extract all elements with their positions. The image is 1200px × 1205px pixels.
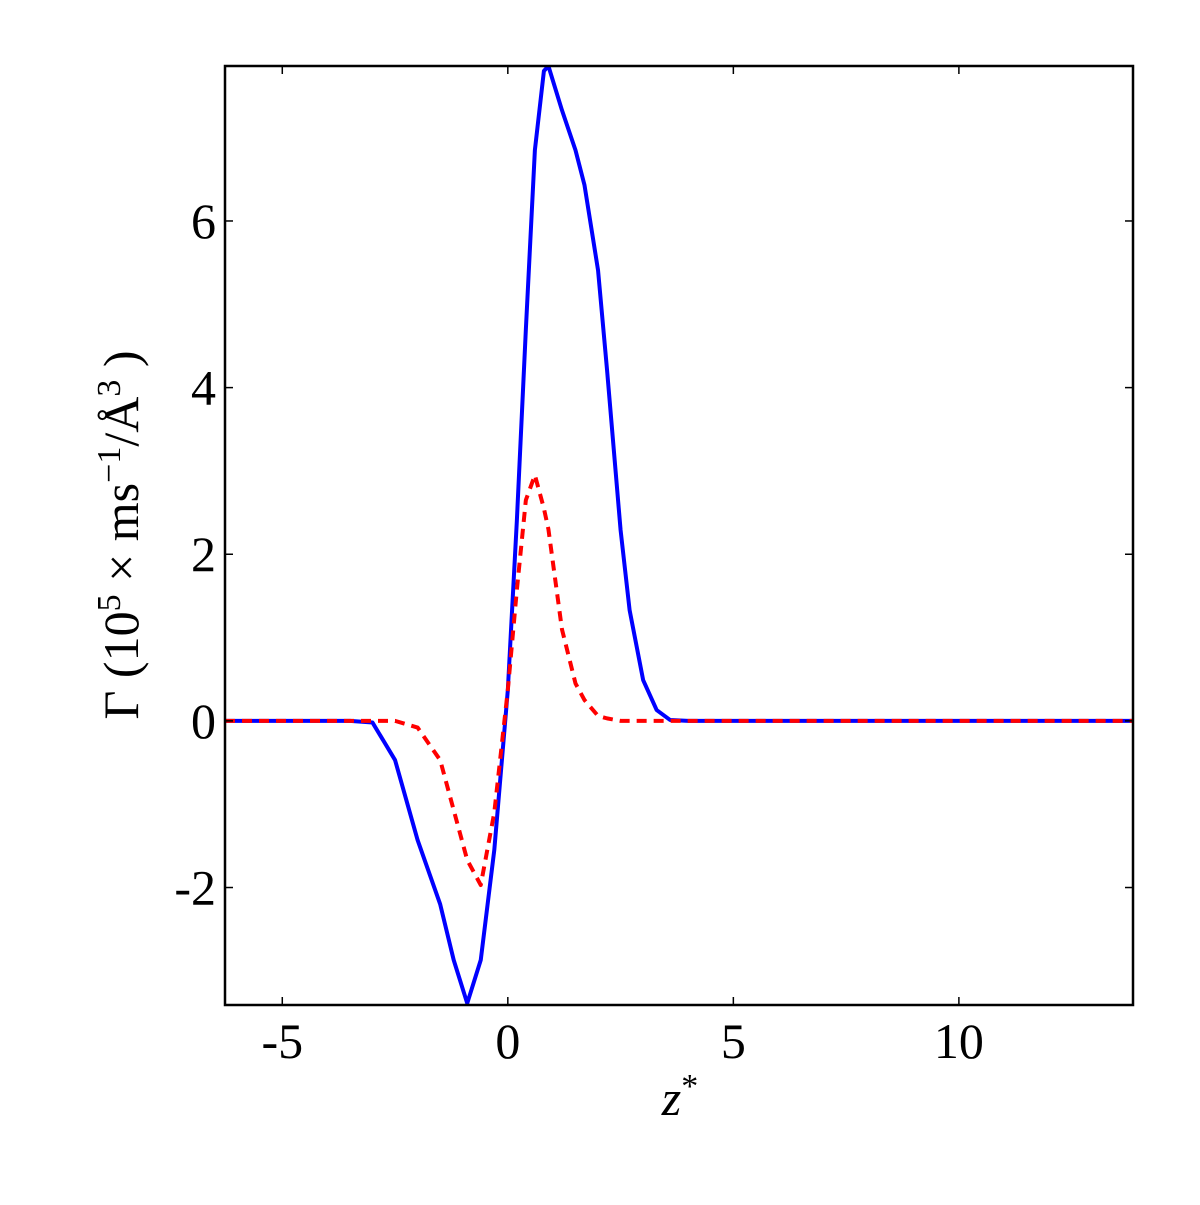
- y-tick-label: 4: [191, 360, 216, 416]
- x-tick-label: 10: [934, 1013, 984, 1069]
- x-tick-label: 5: [721, 1013, 746, 1069]
- y-label-part: × ms: [93, 483, 149, 595]
- y-tick-label: 2: [191, 526, 216, 582]
- plot-area: [225, 66, 1133, 1005]
- y-label-part: 5: [91, 594, 128, 611]
- y-label-part: Γ (10: [93, 611, 149, 719]
- x-tick-label: 0: [495, 1013, 520, 1069]
- plot-frame: [223, 64, 1135, 1007]
- y-label-part: ): [93, 351, 149, 380]
- y-label-part: /Å: [93, 397, 149, 447]
- x-label-part: *: [681, 1068, 698, 1105]
- x-tick-label: -5: [261, 1013, 303, 1069]
- y-axis-label: Γ (105 × ms−1/Å3 ): [91, 351, 150, 720]
- y-tick-label: 6: [191, 193, 216, 249]
- x-label-part: z: [661, 1070, 681, 1126]
- y-label-part: 3: [91, 380, 128, 397]
- data-line: [225, 66, 1133, 1005]
- data-line: [225, 473, 1133, 888]
- y-label-part: −1: [91, 447, 128, 483]
- y-tick-label: 0: [191, 693, 216, 749]
- x-axis-label: z*: [661, 1068, 698, 1127]
- y-tick-label: -2: [174, 860, 216, 916]
